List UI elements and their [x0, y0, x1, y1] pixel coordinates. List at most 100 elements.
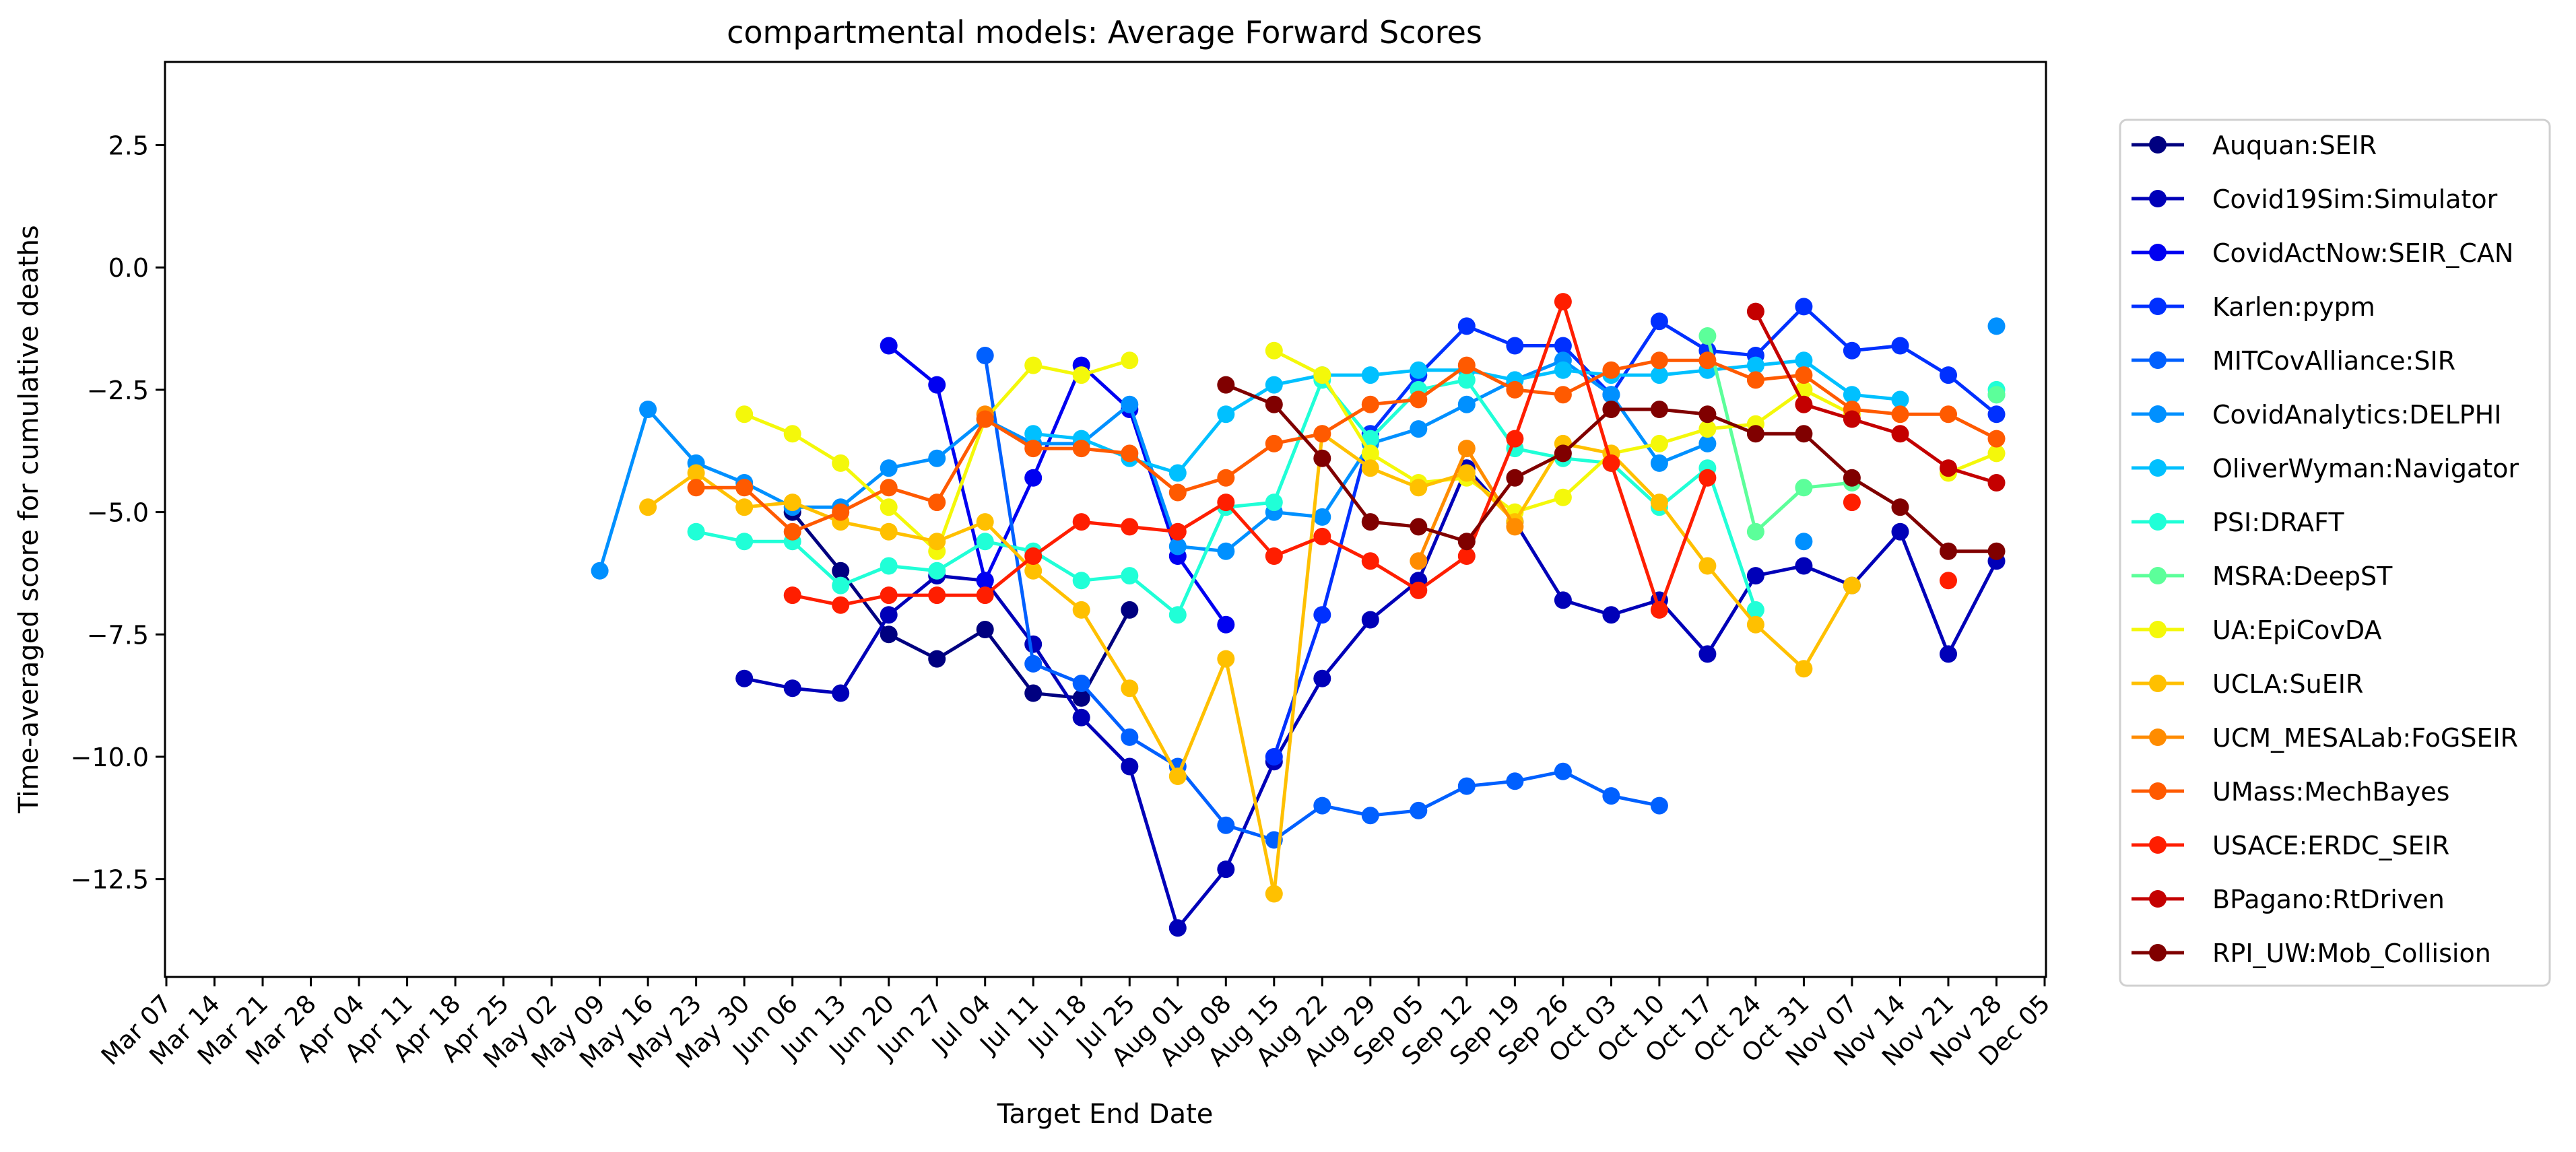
- data-point: [1217, 542, 1235, 560]
- data-point: [1024, 440, 1043, 458]
- data-point: [1843, 341, 1861, 360]
- legend-marker: [2149, 621, 2167, 638]
- data-point: [735, 533, 754, 551]
- data-point: [880, 522, 898, 541]
- data-point: [928, 494, 946, 512]
- data-point: [1650, 454, 1668, 472]
- legend-entry: UCM_MESALab:FoGSEIR: [2132, 723, 2518, 753]
- data-point: [1746, 522, 1764, 541]
- data-point: [976, 410, 994, 428]
- data-point: [1650, 351, 1668, 370]
- legend-label: CovidActNow:SEIR_CAN: [2212, 238, 2513, 268]
- data-point: [976, 513, 994, 531]
- data-point: [1987, 317, 2006, 335]
- data-point: [928, 586, 946, 605]
- data-point: [976, 347, 994, 364]
- data-point: [1795, 351, 1813, 370]
- data-point: [1217, 376, 1235, 394]
- data-point: [639, 498, 657, 516]
- data-point: [1457, 464, 1476, 482]
- data-point: [832, 503, 850, 521]
- data-point: [1217, 816, 1235, 834]
- data-point: [1891, 405, 1909, 423]
- data-point: [1650, 494, 1668, 512]
- data-point: [687, 479, 705, 497]
- legend-marker: [2149, 459, 2167, 477]
- series-group: [783, 293, 1957, 619]
- data-point: [783, 425, 801, 443]
- data-point: [1987, 430, 2006, 448]
- data-point: [832, 684, 850, 702]
- data-point: [1361, 366, 1379, 384]
- data-point: [1940, 645, 1957, 663]
- data-point: [1024, 469, 1043, 487]
- legend-entry: CovidActNow:SEIR_CAN: [2132, 238, 2513, 268]
- data-point: [1506, 518, 1524, 536]
- data-point: [976, 586, 994, 605]
- data-point: [1843, 386, 1861, 404]
- data-point: [880, 606, 898, 624]
- legend-entry: BPagano:RtDriven: [2132, 885, 2445, 914]
- data-point: [880, 586, 898, 605]
- y-axis-label: Time-averaged score for cumulative death…: [13, 225, 44, 814]
- data-point: [1217, 494, 1235, 512]
- data-point: [1072, 689, 1090, 707]
- data-point: [880, 557, 898, 575]
- data-point: [1554, 762, 1572, 780]
- data-point: [1410, 420, 1428, 438]
- data-point: [1168, 464, 1187, 482]
- data-point: [1843, 469, 1861, 487]
- data-point: [1121, 601, 1139, 619]
- data-point: [1024, 356, 1043, 374]
- data-point: [1650, 401, 1668, 418]
- data-point: [1795, 425, 1813, 443]
- legend-label: RPI_UW:Mob_Collision: [2212, 939, 2491, 968]
- legend-entry: UA:EpiCovDA: [2132, 615, 2382, 645]
- data-point: [735, 669, 754, 687]
- series-line: [1705, 335, 1853, 534]
- data-point: [639, 401, 657, 418]
- y-axis: 2.5 0.0 −2.5 −5.0 −7.5 −10.0 −12.5: [71, 131, 165, 895]
- data-point: [1265, 395, 1283, 413]
- legend-marker: [2149, 675, 2167, 692]
- data-point: [783, 679, 801, 698]
- data-point: [1265, 494, 1283, 512]
- data-point: [1554, 444, 1572, 463]
- data-point: [1506, 772, 1524, 790]
- data-point: [1168, 768, 1187, 785]
- data-point: [1602, 454, 1620, 472]
- legend-label: Auquan:SEIR: [2212, 131, 2377, 160]
- data-point: [1072, 572, 1090, 590]
- data-point: [783, 494, 801, 512]
- legend-entry: Karlen:pypm: [2132, 292, 2375, 322]
- data-point: [1072, 601, 1090, 619]
- legend-entry: UMass:MechBayes: [2132, 777, 2449, 807]
- data-point: [1746, 601, 1764, 619]
- data-point: [1265, 341, 1283, 360]
- legend-entry: USACE:ERDC_SEIR: [2132, 831, 2449, 860]
- data-point: [1987, 474, 2006, 492]
- data-point: [1313, 527, 1331, 545]
- data-point: [1795, 660, 1813, 678]
- data-point: [1410, 518, 1428, 536]
- data-point: [1457, 547, 1476, 565]
- data-point: [1746, 356, 1764, 374]
- data-point: [1891, 522, 1909, 541]
- data-point: [1987, 444, 2006, 463]
- data-point: [880, 479, 898, 497]
- data-point: [1265, 885, 1283, 903]
- data-point: [1602, 386, 1620, 404]
- data-point: [832, 576, 850, 595]
- data-point: [735, 498, 754, 516]
- series-group: [1698, 327, 2006, 541]
- plot-series: [591, 293, 2006, 937]
- data-point: [1554, 361, 1572, 379]
- y-tick-label: −10.0: [71, 743, 149, 772]
- data-point: [1361, 552, 1379, 570]
- data-point: [1554, 386, 1572, 404]
- data-point: [1361, 444, 1379, 463]
- data-point: [976, 621, 994, 638]
- data-point: [1313, 425, 1331, 443]
- series-line: [1272, 304, 1998, 757]
